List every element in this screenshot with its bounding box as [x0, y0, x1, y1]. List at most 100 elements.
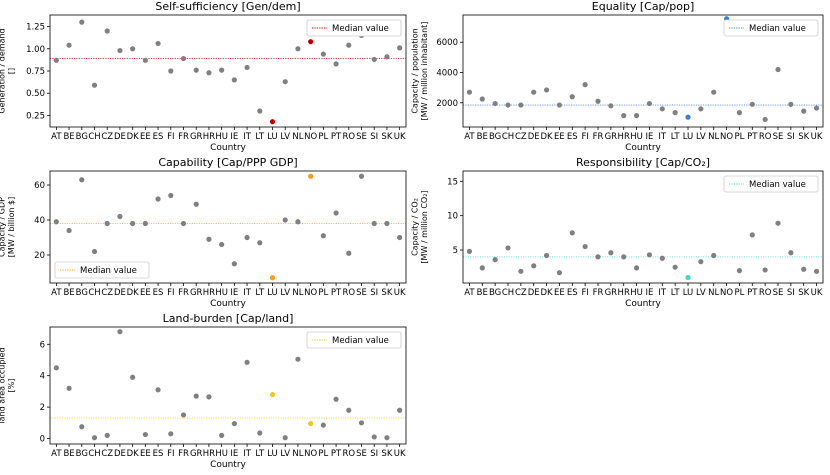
x-tick-label: LV: [280, 449, 290, 459]
data-point-cz: [104, 28, 110, 34]
data-point-pl: [320, 233, 326, 239]
x-tick-label: CH: [88, 288, 100, 298]
data-point-lv: [698, 106, 704, 112]
x-tick-label: LU: [267, 288, 278, 298]
x-tick-label: ES: [567, 288, 578, 298]
x-tick-label: EE: [140, 288, 151, 298]
y-tick-label: 2: [40, 403, 45, 413]
data-point-ch: [91, 435, 98, 441]
y-tick-label: 15: [447, 177, 458, 187]
data-point-uk: [397, 234, 403, 241]
data-point-si: [371, 220, 377, 227]
data-point-lv: [698, 259, 704, 265]
data-point-se: [358, 173, 365, 179]
data-point-hu: [219, 241, 225, 248]
data-point-pl: [320, 422, 326, 428]
y-axis-label: Capacity / population: [411, 28, 420, 113]
data-point-no: [308, 420, 314, 427]
x-tick-label: HR: [203, 449, 215, 459]
data-point-cz: [104, 432, 110, 438]
panel-title: Land-burden [Cap/land]: [163, 312, 294, 325]
x-tick-label: UK: [394, 132, 406, 142]
data-point-ro: [346, 250, 352, 256]
data-point-at: [53, 57, 59, 63]
x-tick-label: SK: [381, 449, 392, 459]
data-point-lt: [672, 110, 678, 116]
data-point-fr: [180, 412, 187, 418]
x-tick-label: GR: [605, 288, 618, 298]
data-point-hr: [206, 70, 212, 76]
x-tick-label: UK: [811, 288, 823, 298]
y-tick-label: 10: [447, 212, 458, 222]
panel-title: Equality [Cap/pop]: [592, 0, 694, 13]
x-tick-label: EE: [554, 132, 565, 142]
panel-title: Capability [Cap/PPP GDP]: [158, 156, 297, 169]
x-tick-label: EE: [140, 449, 151, 459]
x-tick-label: NO: [304, 132, 317, 142]
data-point-nl: [711, 89, 717, 95]
x-tick-label: RO: [759, 132, 772, 142]
legend: Median value: [306, 331, 402, 349]
x-tick-label: HU: [630, 132, 643, 142]
data-point-sk: [384, 54, 390, 60]
x-tick-label: SI: [370, 288, 378, 298]
x-tick-label: AT: [51, 288, 62, 298]
legend: Median value: [723, 19, 819, 37]
data-point-uk: [813, 268, 820, 274]
x-tick-label: BG: [489, 288, 501, 298]
x-tick-label: FI: [581, 288, 588, 298]
x-tick-label: UK: [394, 449, 406, 459]
axes-frame: [49, 326, 407, 445]
x-tick-label: CH: [502, 288, 514, 298]
data-point-fi: [168, 68, 174, 74]
x-tick-label: BG: [489, 132, 501, 142]
x-tick-label: SK: [381, 132, 392, 142]
x-tick-label: FR: [178, 132, 189, 142]
x-tick-label: IT: [658, 288, 667, 298]
x-tick-label: AT: [51, 449, 62, 459]
x-tick-label: DK: [127, 449, 140, 459]
x-tick-label: PT: [747, 132, 758, 142]
x-tick-label: FI: [167, 132, 174, 142]
y-tick-label: 5: [453, 246, 458, 256]
data-point-pt: [333, 396, 339, 402]
data-point-ee: [142, 431, 148, 438]
y-tick-label: 0: [40, 435, 45, 445]
data-point-bg: [79, 177, 85, 183]
data-point-fi: [582, 82, 588, 88]
data-point-bg: [79, 19, 85, 25]
legend: Median value: [54, 261, 150, 279]
x-tick-label: HU: [215, 449, 228, 459]
data-point-dk: [130, 220, 136, 227]
x-axis-label: Country: [210, 299, 246, 309]
data-point-fr: [180, 220, 187, 227]
data-point-ie: [231, 77, 237, 83]
legend-label: Median value: [332, 24, 389, 34]
x-tick-label: LV: [280, 288, 290, 298]
data-point-lu: [269, 391, 276, 398]
x-tick-label: SK: [798, 288, 809, 298]
data-point-fr: [595, 98, 601, 104]
x-tick-label: PT: [747, 288, 758, 298]
x-tick-label: CZ: [101, 132, 113, 142]
data-point-ro: [762, 116, 768, 123]
data-point-sk: [384, 435, 390, 441]
panel-5: Land-burden [Cap/land]0246Percentage ofl…: [0, 312, 407, 470]
data-point-si: [788, 101, 794, 107]
y-tick-label: 60: [34, 181, 45, 191]
x-tick-label: PL: [318, 449, 328, 459]
data-point-be: [479, 265, 485, 271]
y-axis-label: Capacity / CO₂: [411, 198, 420, 256]
data-point-si: [371, 434, 377, 440]
x-tick-label: NO: [304, 449, 317, 459]
x-tick-label: CH: [502, 132, 514, 142]
x-tick-label: BE: [477, 132, 488, 142]
data-point-lv: [282, 79, 288, 85]
y-tick-label: 20: [34, 251, 45, 261]
x-tick-label: EE: [140, 132, 151, 142]
data-point-pt: [333, 210, 339, 216]
data-point-pt: [749, 101, 755, 107]
x-tick-label: SI: [370, 132, 378, 142]
x-tick-label: CH: [88, 449, 100, 459]
data-point-se: [775, 66, 781, 73]
